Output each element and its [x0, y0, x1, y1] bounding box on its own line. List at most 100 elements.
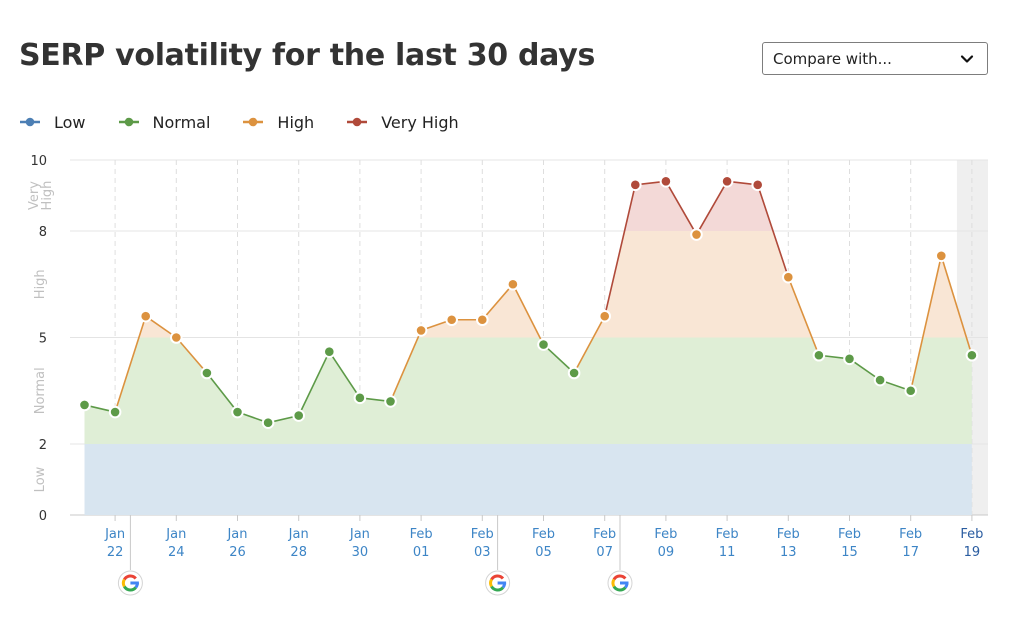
data-point — [170, 331, 183, 344]
legend-marker-icon — [243, 117, 264, 127]
data-point — [567, 366, 581, 380]
legend-label: Low — [54, 112, 86, 132]
x-tick-label-month: Feb — [654, 527, 677, 542]
compare-with-label: Compare with... — [773, 49, 892, 68]
data-point — [108, 405, 122, 419]
x-tick-label-day: 24 — [168, 545, 185, 560]
data-point — [904, 384, 918, 398]
band-label: VeryHigh — [27, 181, 55, 211]
data-point — [200, 366, 214, 380]
data-point — [720, 175, 734, 188]
y-tick-label: 10 — [30, 154, 47, 169]
legend-label: High — [277, 112, 315, 132]
data-point — [659, 175, 673, 188]
data-point — [323, 345, 336, 359]
x-tick-label-month: Feb — [471, 527, 494, 542]
x-tick-label-day: 09 — [658, 545, 675, 560]
data-point — [782, 270, 795, 284]
area-band-high — [138, 231, 967, 338]
x-tick-label-day: 01 — [413, 545, 430, 560]
x-tick-label-month: Jan — [226, 527, 247, 542]
data-point — [751, 178, 765, 192]
x-tick-label-day: 11 — [719, 545, 736, 560]
data-point — [78, 398, 91, 412]
x-tick-label-month: Jan — [104, 527, 125, 542]
data-point — [139, 309, 152, 323]
data-point — [873, 373, 887, 387]
x-tick-label-day: 15 — [841, 545, 858, 560]
data-point — [598, 309, 612, 323]
data-point — [965, 348, 979, 362]
x-tick-label-day: 30 — [352, 545, 369, 560]
google-arc-red — [123, 574, 137, 581]
x-tick-label-month: Jan — [288, 527, 309, 542]
series-line-segment — [756, 184, 790, 278]
series-line-segment — [206, 372, 239, 413]
compare-with-dropdown[interactable]: Compare with... — [762, 42, 988, 75]
series-line-segment — [481, 283, 514, 321]
x-tick-label-day: 22 — [107, 545, 124, 560]
series-line-segment — [695, 180, 728, 235]
x-tick-label-month: Jan — [349, 527, 370, 542]
legend-item-high[interactable]: High — [243, 113, 314, 132]
y-tick-label: 5 — [39, 332, 47, 347]
page-title: SERP volatility for the last 30 days — [19, 38, 596, 73]
series-line-segment — [573, 315, 606, 374]
data-point — [935, 249, 948, 263]
legend-marker-icon — [347, 117, 368, 127]
series-line-segment — [389, 330, 422, 402]
google-g-icon — [485, 570, 511, 596]
data-point — [292, 409, 306, 422]
legend-label: Normal — [152, 112, 211, 132]
google-arc-green — [123, 585, 137, 592]
area-band-normal — [84, 337, 972, 444]
band-label: Low — [33, 466, 48, 492]
google-arc-yellow — [121, 578, 126, 588]
x-tick-label-day: 05 — [535, 545, 552, 560]
data-point — [629, 178, 642, 192]
chevron-down-icon — [960, 54, 974, 63]
data-point — [476, 313, 489, 327]
x-tick-label-day: 19 — [964, 545, 981, 560]
data-point — [353, 391, 367, 405]
x-tick-label-day: 17 — [902, 545, 919, 560]
x-tick-label-month: Feb — [899, 527, 922, 542]
google-arc-green — [612, 585, 627, 592]
band-label: High — [33, 269, 48, 299]
google-arc-yellow — [611, 578, 616, 588]
google-g-icon — [117, 570, 143, 596]
series-line-segment — [175, 336, 208, 374]
x-tick-label-month: Jan — [165, 527, 186, 542]
x-tick-label-day: 07 — [596, 545, 613, 560]
x-tick-label-day: 28 — [290, 545, 307, 560]
series-line-segment — [940, 255, 973, 356]
data-point — [445, 313, 459, 327]
series-line-segment — [512, 283, 545, 345]
x-tick-label-month: Feb — [777, 527, 800, 542]
legend-item-very-high[interactable]: Very High — [347, 112, 459, 132]
google-arc-green — [490, 585, 505, 592]
legend-item-normal[interactable]: Normal — [118, 112, 211, 132]
legend-label: Very High — [381, 112, 459, 132]
data-point — [812, 348, 826, 362]
x-tick-label-day: 03 — [474, 545, 491, 560]
data-point — [537, 338, 550, 351]
google-arc-yellow — [489, 578, 493, 588]
chart-legend: Low Normal High Very High — [20, 111, 492, 133]
x-tick-label-month: Feb — [838, 527, 861, 542]
series-line-segment — [297, 351, 331, 416]
legend-marker-icon — [20, 117, 40, 127]
google-arc-red — [612, 574, 627, 581]
x-tick-label-month: Feb — [532, 527, 555, 542]
series-line-segment — [909, 255, 943, 391]
series-line-segment — [665, 180, 698, 235]
google-g-icon — [607, 570, 633, 596]
data-point — [384, 395, 397, 408]
x-tick-label-month: Feb — [960, 527, 983, 542]
legend-item-low[interactable]: Low — [20, 113, 86, 132]
area-band-low — [84, 444, 972, 515]
data-point — [843, 352, 856, 366]
series-line-segment — [328, 351, 361, 399]
x-tick-label-day: 13 — [780, 545, 797, 560]
